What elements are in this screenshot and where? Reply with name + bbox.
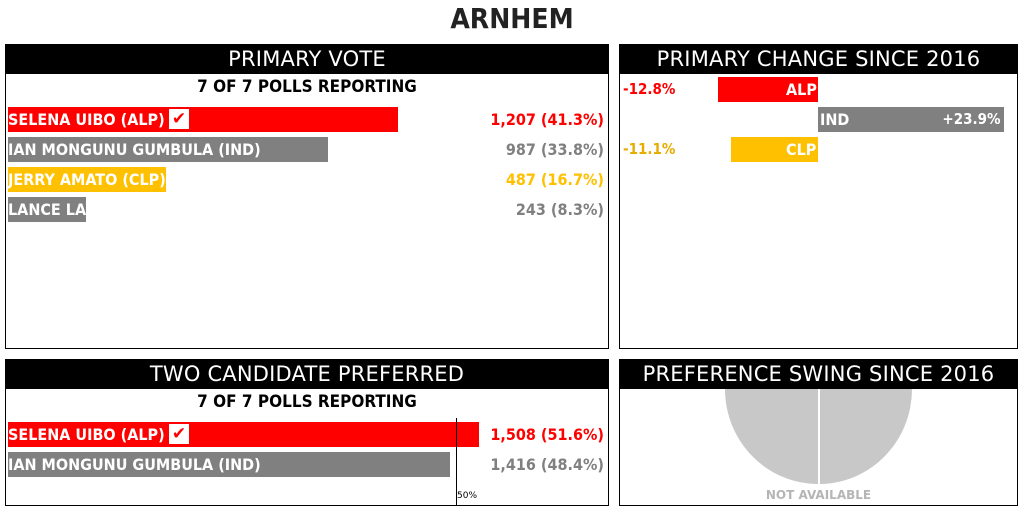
candidate-row: LANCE LAWRENCE (IND) 243 (8.3%) [8,197,606,222]
primary-vote-panel: PRIMARY VOTE 7 OF 7 POLLS REPORTING SELE… [5,44,609,349]
swing-not-available-label: NOT AVAILABLE [765,488,872,502]
swing-gauge [725,389,912,484]
candidate-row: JERRY AMATO (CLP) 487 (16.7%) [8,167,606,192]
candidate-row: IAN MONGUNU GUMBULA (IND) 987 (33.8%) [8,137,606,162]
candidate-name: SELENA UIBO (ALP) [8,110,165,129]
candidate-row: SELENA UIBO (ALP) ✔ 1,207 (41.3%) [8,107,606,132]
candidate-votes: 243 (8.3%) [515,200,604,219]
primary-change-panel: PRIMARY CHANGE SINCE 2016 ALP -12.8% IND +2… [619,44,1018,349]
primary-vote-polls-reporting: 7 OF 7 POLLS REPORTING [197,77,417,97]
candidate-votes: 1,207 (41.3%) [490,110,604,129]
change-value-label: -12.8% [623,80,676,98]
tcp-polls-reporting: 7 OF 7 POLLS REPORTING [197,392,417,412]
candidate-name: JERRY AMATO (CLP) [8,170,166,189]
preference-swing-header: PREFERENCE SWING SINCE 2016 [620,360,1017,389]
elected-check-icon: ✔ [169,109,189,129]
change-party-label: ALP [786,80,817,99]
candidate-bar [8,452,450,477]
candidate-bar [8,422,479,447]
tcp-header: TWO CANDIDATE PREFERRED [6,360,608,389]
candidate-votes: 987 (33.8%) [505,140,604,159]
primary-vote-header: PRIMARY VOTE [6,45,608,74]
change-bar-clp [731,137,818,162]
change-party-label: CLP [786,140,817,159]
candidate-votes: 1,508 (51.6%) [490,425,604,444]
candidate-bar [8,167,166,192]
tcp-panel: TWO CANDIDATE PREFERRED 7 OF 7 POLLS REP… [5,359,609,506]
change-bar-alp [718,77,818,102]
swing-gauge-right-half [820,389,912,484]
change-value-label: +23.9% [942,110,1001,128]
tcp-50-percent-label: 50% [457,491,478,501]
candidate-name: LANCE LAWRENCE (IND) [8,200,203,219]
candidate-bar [8,137,328,162]
candidate-name: IAN MONGUNU GUMBULA (IND) [8,455,261,474]
swing-gauge-left-half [725,389,818,484]
primary-change-header: PRIMARY CHANGE SINCE 2016 [620,45,1017,74]
candidate-votes: 487 (16.7%) [505,170,604,189]
change-party-label: IND [820,110,850,129]
change-value-label: -11.1% [623,140,676,158]
preference-swing-panel: PREFERENCE SWING SINCE 2016 NOT AVAILABL… [619,359,1018,506]
candidate-row: SELENA UIBO (ALP) ✔ 1,508 (51.6%) [8,422,606,447]
page-title: ARNHEM [450,2,574,35]
change-bar-ind [818,107,1005,132]
candidate-name: SELENA UIBO (ALP) [8,425,165,444]
candidate-bar [8,107,399,132]
candidate-row: IAN MONGUNU GUMBULA (IND) 1,416 (48.4%) [8,452,606,477]
elected-check-icon: ✔ [169,424,189,444]
candidate-bar [8,197,87,222]
candidate-votes: 1,416 (48.4%) [490,455,604,474]
tcp-50-percent-line [456,418,457,505]
candidate-name: IAN MONGUNU GUMBULA (IND) [8,140,261,159]
